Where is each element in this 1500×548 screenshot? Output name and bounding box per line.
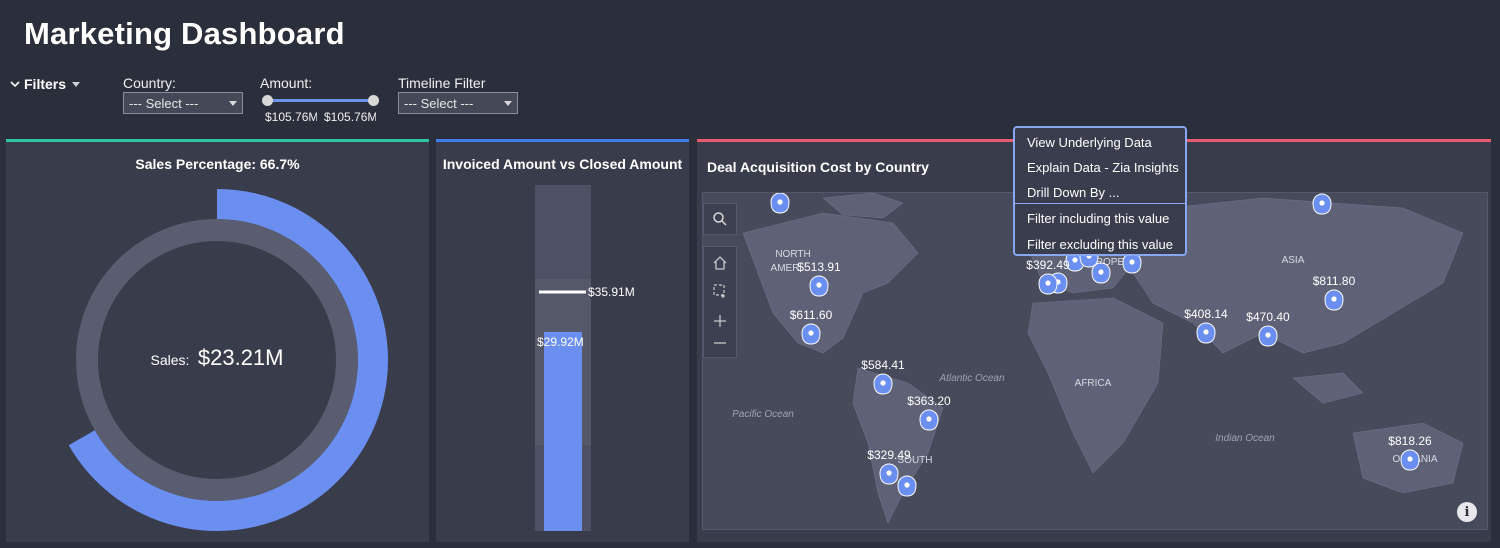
map-pin-label: $363.20: [907, 394, 951, 408]
bullet-band-top: [535, 185, 591, 279]
target-value-label: $35.91M: [588, 285, 635, 299]
map-pin-label: $329.49: [867, 448, 911, 462]
timeline-select[interactable]: --- Select ---: [398, 92, 518, 114]
timeline-select-value: --- Select ---: [404, 95, 474, 111]
amount-slider-min-handle[interactable]: [262, 95, 273, 106]
map-pin-icon[interactable]: [809, 275, 829, 297]
page-title: Marketing Dashboard: [24, 16, 345, 51]
invoiced-closed-card: Invoiced Amount vs Closed Amount $35.91M…: [436, 139, 689, 542]
map-pin-icon[interactable]: [1312, 193, 1332, 215]
landmass-asia: [1122, 197, 1464, 354]
region-label-south-america: SOUTH: [898, 455, 933, 466]
country-label: Country:: [123, 75, 176, 91]
map-pin-icon[interactable]: [801, 323, 821, 345]
plus-icon[interactable]: [712, 313, 728, 329]
map-toolbar: [703, 246, 737, 358]
landmass-greenland-west: [822, 193, 904, 219]
region-label-asia: ASIA: [1282, 255, 1305, 266]
menu-separator: [1015, 203, 1185, 204]
map-card-title: Deal Acquisition Cost by Country: [707, 159, 929, 175]
map-pin-label: $513.91: [797, 260, 841, 274]
map-pin-icon[interactable]: [1400, 449, 1420, 471]
menu-item-view-underlying-data[interactable]: View Underlying Data: [1027, 135, 1152, 150]
region-label-africa: AFRICA: [1075, 378, 1112, 389]
caret-down-icon: [504, 100, 512, 106]
ocean-label-atlantic: Atlantic Ocean: [938, 373, 1004, 384]
map-pin-icon[interactable]: [1324, 289, 1344, 311]
sales-center-label: Sales:: [151, 352, 190, 368]
ocean-label-indian: Indian Ocean: [1215, 433, 1275, 444]
map-search-button[interactable]: [703, 203, 737, 235]
amount-min-value: $105.76M: [265, 110, 317, 124]
country-select-value: --- Select ---: [129, 95, 199, 111]
chevron-down-icon: [10, 81, 20, 88]
sales-center-value: $23.21M: [198, 345, 284, 370]
landmass-indonesia: [1292, 372, 1364, 404]
minus-icon[interactable]: [712, 335, 728, 351]
ocean-label-pacific: Pacific Ocean: [732, 409, 794, 420]
region-label-north-america-2: AMER: [771, 263, 800, 274]
map-pin-label: $584.41: [861, 358, 905, 372]
map-pin-label: $470.40: [1246, 310, 1290, 324]
map-pin-label: $811.80: [1313, 274, 1356, 288]
info-icon[interactable]: i: [1457, 502, 1477, 522]
map-pin-icon[interactable]: [919, 409, 939, 431]
map-pin-icon[interactable]: [1122, 252, 1142, 274]
map-pin-icon[interactable]: [1258, 325, 1278, 347]
sales-arc[interactable]: [68, 189, 388, 531]
sales-donut-chart: Sales: $23.21M: [68, 189, 388, 531]
map-pin-icon[interactable]: [1091, 262, 1111, 284]
landmass-africa: [1027, 297, 1164, 474]
map-pin-icon[interactable]: [1196, 322, 1216, 344]
bullet-chart: $35.91M $29.92M: [535, 185, 635, 531]
country-select[interactable]: --- Select ---: [123, 92, 243, 114]
caret-down-icon: [229, 100, 237, 106]
amount-max-value: $105.76M: [324, 110, 376, 124]
sales-card-title: Sales Percentage: 66.7%: [135, 156, 300, 172]
card-accent-bar: [6, 139, 429, 142]
map-pin-icon[interactable]: [770, 193, 790, 214]
invoiced-card-title: Invoiced Amount vs Closed Amount: [442, 156, 683, 172]
menu-item-drill-down[interactable]: Drill Down By ...: [1027, 185, 1120, 200]
map-pin-label: $818.26: [1388, 434, 1432, 448]
map-pins: $513.91 $611.60 $584.41 $363.20 $329.49 $392.…: [770, 193, 1432, 497]
search-icon: [713, 212, 727, 226]
map-pin-icon[interactable]: [897, 475, 917, 497]
menu-item-filter-excluding[interactable]: Filter excluding this value: [1027, 237, 1173, 252]
card-accent-bar: [436, 139, 689, 142]
map-pin-label: $408.14: [1184, 307, 1228, 321]
filters-toggle[interactable]: Filters: [10, 76, 81, 92]
sales-percentage-card: Sales Percentage: 66.7% Sales: $23.21M: [6, 139, 429, 542]
closed-amount-bar[interactable]: [544, 331, 582, 531]
bar-value-label: $29.92M: [537, 335, 584, 349]
amount-slider-max-handle[interactable]: [368, 95, 379, 106]
home-icon[interactable]: [712, 255, 728, 271]
filters-label: Filters: [24, 76, 67, 92]
marquee-select-icon[interactable]: [712, 283, 728, 299]
landmass-south-america: [852, 367, 944, 524]
donut-track-ring: [76, 219, 358, 501]
map-pin-label: $611.60: [790, 308, 833, 322]
map-pin-icon[interactable]: [873, 373, 893, 395]
timeline-label: Timeline Filter: [398, 75, 486, 91]
map-pin-icon[interactable]: [879, 463, 899, 485]
amount-slider-track[interactable]: [267, 99, 373, 102]
caret-down-icon: [72, 81, 81, 87]
region-label-north-america: NORTH: [775, 249, 810, 260]
map-pin-label: $392.49: [1026, 258, 1070, 272]
menu-item-filter-including[interactable]: Filter including this value: [1027, 211, 1170, 226]
landmass-north-america: [742, 212, 919, 354]
amount-label: Amount:: [260, 75, 313, 91]
menu-item-explain-data[interactable]: Explain Data - Zia Insights: [1027, 160, 1179, 175]
region-label-europe: EUROPE: [1082, 257, 1125, 268]
map-pin-icon[interactable]: [1038, 273, 1058, 295]
svg-text:Sales: $23.21M: Sales: $23.21M: [151, 345, 284, 370]
context-menu: View Underlying Data Explain Data - Zia …: [1013, 126, 1187, 256]
